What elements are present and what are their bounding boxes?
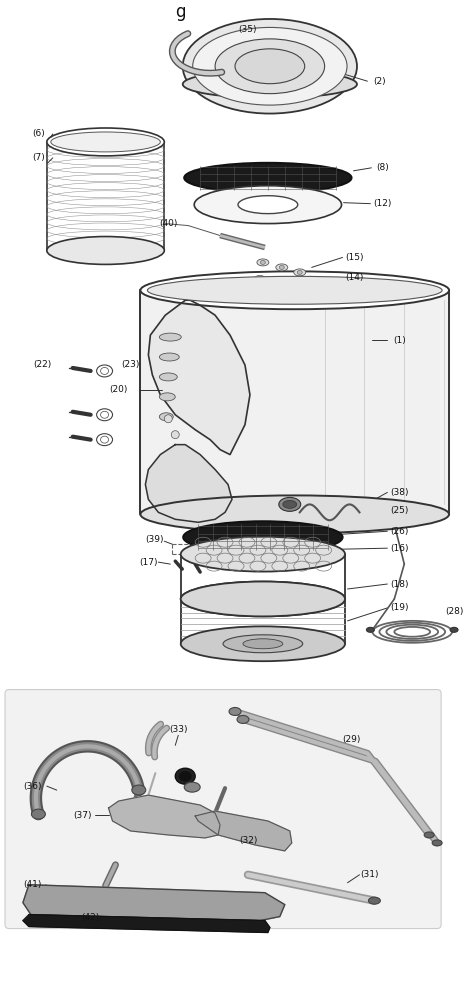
Ellipse shape [215, 39, 325, 93]
Ellipse shape [175, 769, 195, 784]
Ellipse shape [97, 365, 112, 376]
Text: (37): (37) [73, 811, 92, 820]
Ellipse shape [51, 132, 160, 152]
Ellipse shape [100, 436, 109, 443]
Text: (12): (12) [373, 200, 392, 208]
Ellipse shape [164, 415, 172, 423]
Ellipse shape [257, 259, 269, 265]
Ellipse shape [97, 434, 112, 445]
Ellipse shape [47, 128, 164, 156]
Text: (42): (42) [82, 913, 100, 922]
Ellipse shape [184, 163, 352, 193]
Polygon shape [23, 885, 285, 920]
Ellipse shape [297, 270, 302, 274]
Ellipse shape [181, 582, 345, 616]
Ellipse shape [238, 196, 298, 213]
Ellipse shape [243, 639, 283, 649]
Text: (16): (16) [390, 544, 409, 552]
Text: (32): (32) [239, 837, 257, 845]
Polygon shape [195, 811, 292, 851]
Ellipse shape [450, 627, 458, 632]
Ellipse shape [424, 832, 434, 838]
Ellipse shape [237, 716, 249, 723]
Text: (7): (7) [33, 153, 45, 162]
Text: (35): (35) [239, 25, 257, 34]
Ellipse shape [193, 28, 347, 105]
Text: (1): (1) [393, 335, 406, 345]
Ellipse shape [181, 537, 345, 571]
Ellipse shape [366, 627, 374, 632]
Polygon shape [23, 914, 270, 933]
Ellipse shape [432, 839, 442, 846]
Text: (6): (6) [33, 130, 45, 139]
Polygon shape [109, 795, 220, 838]
Text: (31): (31) [360, 870, 379, 879]
Text: (40): (40) [159, 219, 177, 228]
Ellipse shape [100, 368, 109, 375]
Ellipse shape [159, 373, 177, 380]
Ellipse shape [179, 772, 191, 781]
Polygon shape [148, 300, 250, 454]
Ellipse shape [235, 49, 305, 84]
Text: (19): (19) [390, 604, 409, 612]
Ellipse shape [194, 186, 342, 223]
Text: (18): (18) [390, 580, 409, 589]
Ellipse shape [140, 495, 449, 533]
Text: (14): (14) [345, 273, 364, 282]
Text: (25): (25) [390, 506, 409, 515]
Ellipse shape [291, 283, 301, 289]
Ellipse shape [47, 237, 164, 264]
Ellipse shape [368, 897, 380, 904]
Ellipse shape [276, 263, 288, 271]
Ellipse shape [181, 582, 345, 616]
Text: (17): (17) [139, 557, 158, 566]
Ellipse shape [279, 265, 284, 269]
Text: (22): (22) [34, 361, 52, 370]
Text: (28): (28) [445, 607, 463, 616]
Text: (23): (23) [121, 361, 140, 370]
Ellipse shape [159, 393, 175, 401]
Ellipse shape [97, 409, 112, 421]
Ellipse shape [31, 809, 46, 819]
Ellipse shape [183, 70, 357, 98]
Ellipse shape [183, 19, 357, 114]
Text: (2): (2) [373, 77, 386, 86]
Ellipse shape [223, 635, 303, 653]
Text: (29): (29) [342, 735, 361, 744]
Ellipse shape [184, 782, 200, 792]
Text: (39): (39) [145, 535, 164, 544]
Ellipse shape [273, 279, 283, 285]
Text: (8): (8) [376, 163, 389, 172]
Text: (15): (15) [345, 253, 364, 261]
Ellipse shape [279, 497, 301, 511]
Ellipse shape [294, 269, 306, 276]
Ellipse shape [159, 353, 179, 361]
Text: (41): (41) [24, 880, 42, 890]
Ellipse shape [229, 708, 241, 716]
Ellipse shape [140, 271, 449, 310]
Polygon shape [146, 444, 232, 522]
Ellipse shape [132, 785, 146, 795]
Text: g: g [175, 3, 186, 21]
Text: (36): (36) [24, 781, 42, 790]
Text: (33): (33) [169, 724, 188, 734]
Ellipse shape [181, 626, 345, 662]
Ellipse shape [255, 275, 265, 281]
Ellipse shape [159, 413, 173, 421]
Text: (20): (20) [109, 385, 128, 394]
Ellipse shape [183, 521, 343, 553]
Ellipse shape [100, 411, 109, 418]
Ellipse shape [159, 333, 181, 341]
Ellipse shape [260, 260, 265, 264]
Ellipse shape [171, 431, 179, 438]
Text: (38): (38) [390, 488, 409, 497]
Ellipse shape [283, 500, 297, 508]
Text: (26): (26) [390, 527, 409, 536]
FancyBboxPatch shape [5, 689, 441, 929]
Ellipse shape [147, 276, 442, 304]
